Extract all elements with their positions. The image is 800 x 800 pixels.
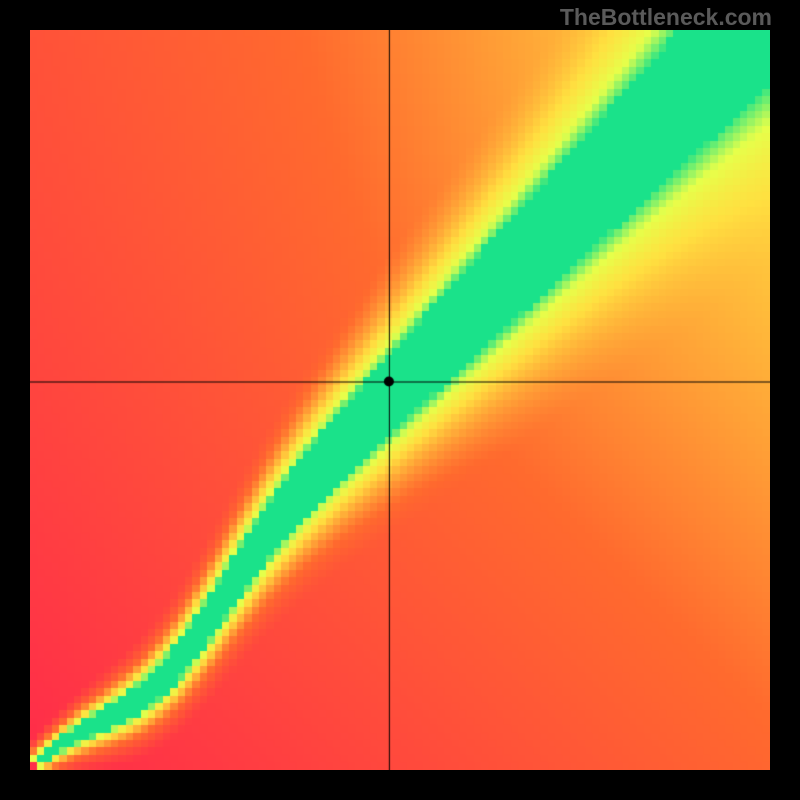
watermark-text: TheBottleneck.com: [560, 4, 772, 31]
chart-container: TheBottleneck.com: [0, 0, 800, 800]
bottleneck-heatmap: [30, 30, 770, 770]
